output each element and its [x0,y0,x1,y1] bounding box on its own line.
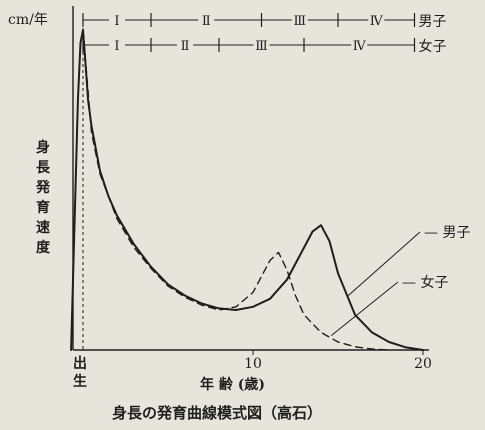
y-axis-label-char: 速 [36,219,50,236]
legend-leader-boys [347,231,421,296]
y-axis-label-char: 育 [36,199,50,216]
x-ticks: 10 20 [244,350,432,372]
y-axis-label-char: 発 [35,179,51,196]
stage-row-name: 男子 [419,14,447,30]
y-axis-unit: cm/年 [8,12,48,28]
legend-leader-girls [330,281,399,336]
series-lines [70,29,424,351]
stage-label: Ⅰ [114,39,119,54]
stage-label: Ⅳ [353,39,367,54]
figure-caption: 身長の発育曲線模式図（高石） [112,404,322,422]
birth-label-top: 出 [73,355,87,372]
birth-label-bottom: 生 [73,373,87,390]
y-axis-label-char: 長 [36,160,51,176]
series-line-girls [82,29,390,351]
y-axis-label-char: 身 [36,139,50,156]
axes [72,6,429,351]
stage-label: Ⅱ [181,39,190,54]
stage-label: Ⅲ [293,14,306,29]
series-line-boys [70,29,424,351]
stage-row-name: 女子 [419,38,447,55]
legend-label-girls: — 女子 [402,274,448,291]
stage-label: Ⅱ [202,14,211,29]
x-axis-label: 年 齢 (歳) [200,376,265,393]
stage-label: Ⅲ [255,39,268,54]
y-axis-label: 身長発育速度 [35,139,51,256]
legend-label-boys: — 男子 [424,225,470,241]
stage-rows: Ⅰ Ⅱ Ⅲ Ⅳ 男子 Ⅰ Ⅱ Ⅲ Ⅳ 女子 [82,13,447,55]
y-axis-label-char: 度 [36,239,51,256]
x-tick-label: 20 [414,356,432,372]
stage-label: Ⅰ [114,14,119,29]
x-tick-label: 10 [244,356,262,372]
stage-label: Ⅳ [370,14,384,29]
inline-legend: — 男子 — 女子 [330,225,470,336]
